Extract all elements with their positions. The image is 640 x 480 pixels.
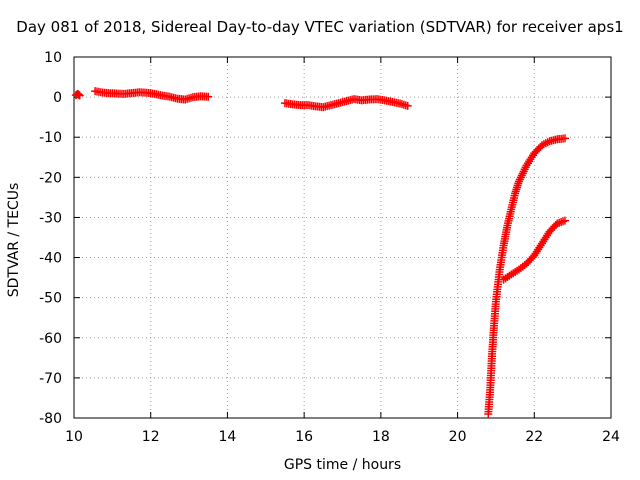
x-axis-label: GPS time / hours [283,457,402,473]
series-arc-1 [71,89,84,100]
x-tick-label: 18 [372,429,390,445]
x-tick-label: 16 [295,429,313,445]
series-arc-3 [280,95,412,112]
data-point-marker [403,101,412,110]
x-tick-label: 12 [142,429,160,445]
x-tick-label: 20 [449,429,467,445]
y-tick-label: -30 [39,210,62,226]
data-point-marker [75,91,84,100]
data-point-marker [74,90,83,99]
grid-layer [74,57,611,418]
y-tick-label: -10 [39,130,62,146]
y-tick-label: -20 [39,170,62,186]
y-tick-label: -60 [39,331,62,347]
series-arc-5 [499,216,569,284]
x-tick-label: 10 [65,429,83,445]
series-arc-2 [91,87,213,104]
y-axis-label: SDTVAR / TECUs [6,182,22,298]
data-point-marker [560,134,569,143]
y-tick-label: -50 [39,291,62,307]
x-tick-label: 24 [602,429,620,445]
y-tick-label: 0 [53,90,62,106]
y-tick-label: -80 [39,411,62,427]
marker-layer [71,87,569,418]
series-arc-4 [484,134,569,418]
y-tick-label: -40 [39,251,62,267]
y-tick-label: -70 [39,371,62,387]
chart-title: Day 081 of 2018, Sidereal Day-to-day VTE… [16,18,624,36]
tick-layer: 10 12 14 16 18 20 22 24 10 0 -10 -20 -30 -40 -50 -60 -70… [39,50,620,445]
data-point-marker [204,92,213,101]
y-tick-label: 10 [44,50,62,66]
x-tick-label: 22 [525,429,543,445]
data-point-marker [560,216,569,225]
plot-frame [73,56,612,419]
x-tick-label: 14 [219,429,237,445]
